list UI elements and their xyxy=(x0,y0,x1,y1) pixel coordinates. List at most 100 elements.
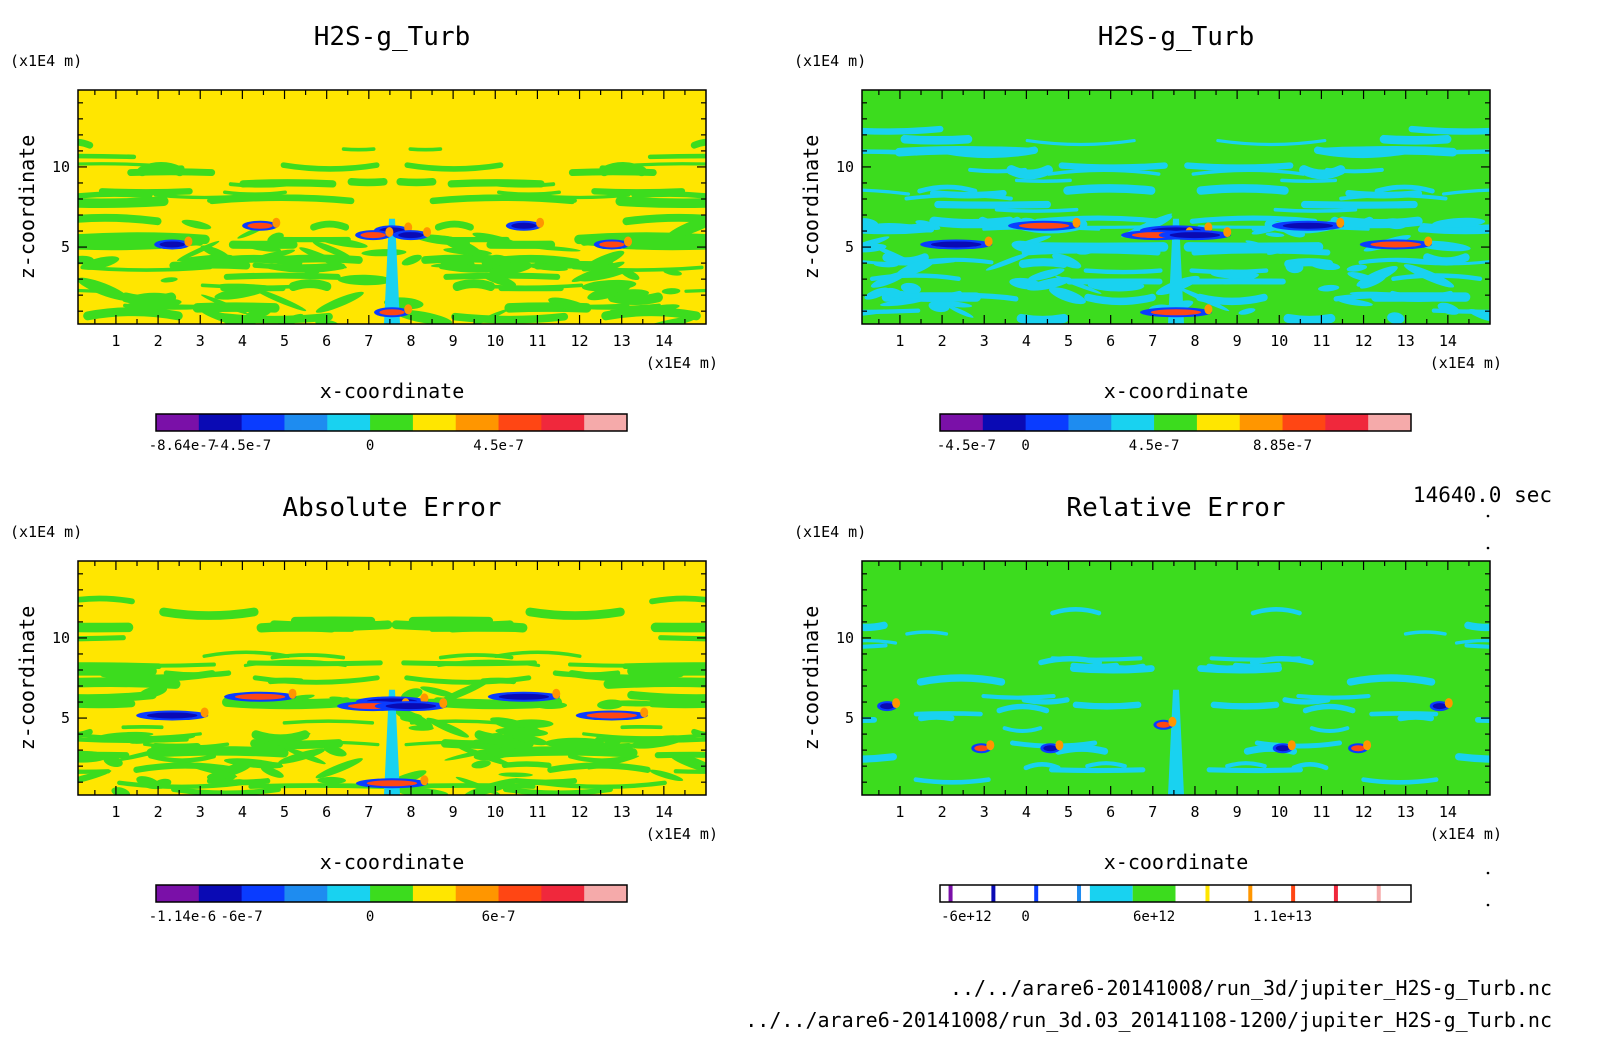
field-blob xyxy=(246,249,296,263)
field-blob xyxy=(274,313,304,324)
colorbar-swatch xyxy=(584,885,628,902)
y-axis-label: z-coordinate xyxy=(799,135,823,280)
x-tick-label: 12 xyxy=(571,332,589,350)
field-band xyxy=(78,288,100,293)
field-band xyxy=(78,677,181,689)
field-blob xyxy=(160,277,178,283)
field-band xyxy=(1330,146,1458,157)
x-tick-label: 9 xyxy=(1233,803,1242,821)
colorbar-swatch xyxy=(1205,885,1210,902)
field-band xyxy=(171,786,282,795)
field-band xyxy=(1403,630,1447,636)
anomaly-edge xyxy=(552,688,561,699)
colorbar-swatch xyxy=(327,885,371,902)
field-band xyxy=(99,670,216,682)
anomaly-core xyxy=(1043,745,1058,752)
field-band xyxy=(862,188,911,196)
field-band xyxy=(1282,697,1331,705)
colorbar-frame xyxy=(155,884,628,903)
field-band xyxy=(900,134,973,145)
field-blob xyxy=(124,298,182,311)
field-blob xyxy=(1049,287,1086,305)
x-tick-label: 10 xyxy=(486,332,504,350)
anomaly-edge xyxy=(1168,716,1177,727)
colorbar-tick-label: -6e+12 xyxy=(941,909,992,925)
field-blob xyxy=(587,283,631,301)
field-band xyxy=(78,213,162,226)
field-band xyxy=(78,239,165,251)
anomaly-edge xyxy=(1336,217,1345,228)
field-band xyxy=(1021,697,1070,705)
colorbar-swatch xyxy=(1025,414,1069,431)
colorbar-swatch xyxy=(455,885,500,902)
x-tick-label: 7 xyxy=(364,332,373,350)
field-blob xyxy=(1382,218,1407,230)
field-blob xyxy=(181,219,212,230)
colorbar-swatch xyxy=(1333,885,1338,902)
field-band xyxy=(408,147,443,152)
field-band xyxy=(78,728,93,739)
field-band xyxy=(78,196,169,209)
colorbar-tick-label: 1.1e+13 xyxy=(1253,909,1312,925)
anomaly-edge xyxy=(984,236,993,247)
field-blob xyxy=(337,274,393,286)
field-blob xyxy=(1347,271,1376,282)
anomaly-core xyxy=(1282,222,1334,229)
anomaly-edge xyxy=(536,217,545,228)
field-band xyxy=(83,307,183,321)
field-blob xyxy=(895,259,935,278)
x-tick-label: 12 xyxy=(1355,803,1373,821)
field-band xyxy=(440,739,534,750)
field-band xyxy=(862,125,944,135)
colorbar-swatch xyxy=(1376,885,1381,902)
x-tick-label: 8 xyxy=(406,803,415,821)
field-band xyxy=(690,138,706,149)
field-blob xyxy=(873,261,899,268)
plot-frame xyxy=(77,89,707,325)
field-blob xyxy=(527,263,568,271)
field-band xyxy=(649,595,706,605)
anomaly-edge xyxy=(1055,740,1064,751)
colorbar-tick-label: 0 xyxy=(1021,909,1029,925)
x-tick-label: 1 xyxy=(111,332,120,350)
colorbar-swatch xyxy=(1132,885,1176,902)
field-band xyxy=(1047,168,1161,176)
anomaly-core xyxy=(931,241,982,248)
colorbar-swatch xyxy=(948,885,953,902)
x-tick-label: 4 xyxy=(1022,803,1031,821)
margin-dot xyxy=(1486,903,1490,907)
y-axis-label: z-coordinate xyxy=(799,606,823,751)
field-blob xyxy=(455,776,501,795)
field-blob xyxy=(400,713,423,722)
colorbar-swatch xyxy=(370,414,414,431)
field-band xyxy=(905,630,949,636)
field-blob xyxy=(985,252,1032,271)
field-blob xyxy=(661,288,681,295)
colorbar-swatch xyxy=(991,885,996,902)
field-blob xyxy=(401,254,422,266)
time-label: 14640.0 sec xyxy=(1412,483,1552,507)
anomaly-core xyxy=(147,712,198,719)
field-blob xyxy=(1210,269,1257,279)
y-unit-label: (x1E4 m) xyxy=(794,52,866,70)
field-blob xyxy=(299,247,347,269)
field-band xyxy=(1063,184,1156,195)
field-band xyxy=(568,662,706,668)
anomaly-core xyxy=(880,703,895,710)
field-band xyxy=(917,184,978,194)
anomaly-core xyxy=(974,745,989,752)
field-band xyxy=(347,177,388,187)
anomaly-edge xyxy=(404,222,413,233)
colorbar-swatch xyxy=(498,414,542,431)
field-band xyxy=(1196,184,1289,195)
field-band xyxy=(862,643,888,649)
field-band xyxy=(1361,777,1439,785)
field-blob xyxy=(495,727,549,737)
field-band xyxy=(862,621,888,632)
field-blob xyxy=(937,300,973,308)
field-blob xyxy=(1055,275,1102,294)
heatmap-field xyxy=(78,561,706,795)
field-band xyxy=(1054,744,1109,755)
x-tick-label: 3 xyxy=(980,332,989,350)
